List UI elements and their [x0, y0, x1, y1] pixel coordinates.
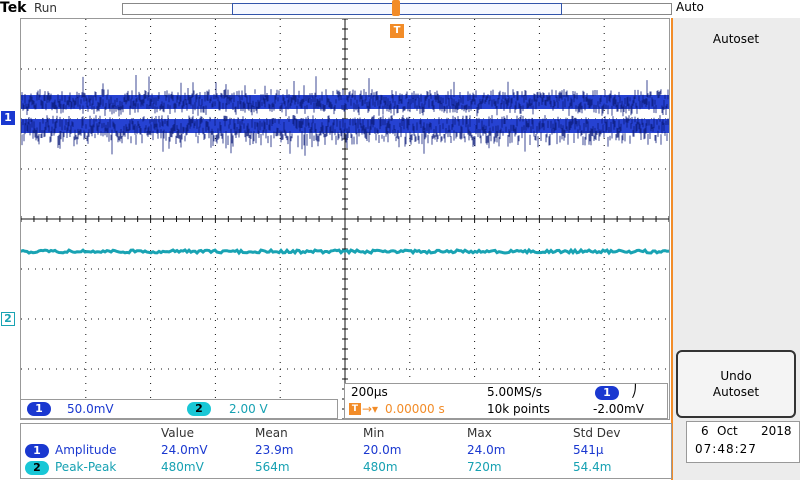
measure-max: 720m: [467, 460, 502, 474]
channel-scale-bar: 1 50.0mV 2 2.00 V: [20, 399, 338, 419]
ch1-badge[interactable]: 1: [27, 402, 51, 416]
measure-mean: 23.9m: [255, 443, 294, 457]
clock-time: 07:48:27: [695, 442, 757, 456]
date-month: Oct: [717, 424, 738, 438]
brand-logo: Tek: [0, 0, 27, 16]
side-menu-title: Autoset: [712, 32, 760, 46]
trigger-position-marker[interactable]: [392, 0, 400, 16]
ch1-noise: [20, 75, 669, 156]
ch2-trace: [19, 247, 670, 256]
sample-rate: 5.00MS/s: [487, 385, 542, 399]
arrow-icon: →▾: [362, 402, 379, 416]
date-year: 2018: [761, 424, 792, 438]
ch1-ground-marker[interactable]: 1: [1, 111, 15, 125]
measure-value: 480mV: [161, 460, 204, 474]
measure-std: 54.4m: [573, 460, 612, 474]
measure-min: 480m: [363, 460, 398, 474]
header-mean: Mean: [255, 426, 288, 440]
header-min: Min: [363, 426, 385, 440]
trigger-level: -2.00mV: [593, 402, 644, 416]
header-max: Max: [467, 426, 492, 440]
record-length: 10k points: [487, 402, 550, 416]
ch2-ground-marker[interactable]: 2: [1, 312, 15, 326]
run-status: Run: [34, 1, 58, 15]
header-std-dev: Std Dev: [573, 426, 621, 440]
trigger-position: 0.00000 s: [385, 402, 445, 416]
row-ch2-badge: 2: [25, 461, 49, 475]
measure-value: 24.0mV: [161, 443, 208, 457]
ch2-scale[interactable]: 2.00 V: [229, 402, 268, 416]
trigger-mode: Auto: [676, 0, 704, 14]
ch2-badge[interactable]: 2: [187, 402, 211, 416]
waveform-graticule: [19, 18, 670, 420]
measurement-table: Value Mean Min Max Std Dev 1 Amplitude 2…: [20, 423, 672, 479]
measure-min: 20.0m: [363, 443, 402, 457]
row-ch1-badge: 1: [25, 444, 49, 458]
undo-label: Undo: [720, 369, 752, 383]
measure-name: Amplitude: [55, 443, 117, 457]
date-day: 6: [701, 424, 709, 438]
measure-name: Peak-Peak: [55, 460, 117, 474]
measure-max: 24.0m: [467, 443, 506, 457]
waveform-display[interactable]: [19, 18, 670, 420]
autoset-label: Autoset: [712, 385, 760, 399]
timebase: 200µs: [351, 385, 388, 399]
measure-mean: 564m: [255, 460, 290, 474]
trigger-marker-icon: T: [390, 24, 404, 38]
undo-autoset-button[interactable]: Undo Autoset: [676, 350, 796, 418]
header-value: Value: [161, 426, 194, 440]
ch1-scale[interactable]: 50.0mV: [67, 402, 114, 416]
measure-std: 541µ: [573, 443, 604, 457]
horizontal-readout[interactable]: 200µs 5.00MS/s 1 ⎠ T →▾ 0.00000 s 10k po…: [344, 383, 668, 419]
trigger-icon: T: [349, 403, 361, 415]
trigger-source-badge: 1: [595, 386, 619, 400]
date-time: 6 Oct 2018 07:48:27: [686, 421, 800, 463]
trigger-slope-icon: ⎠: [631, 384, 637, 398]
